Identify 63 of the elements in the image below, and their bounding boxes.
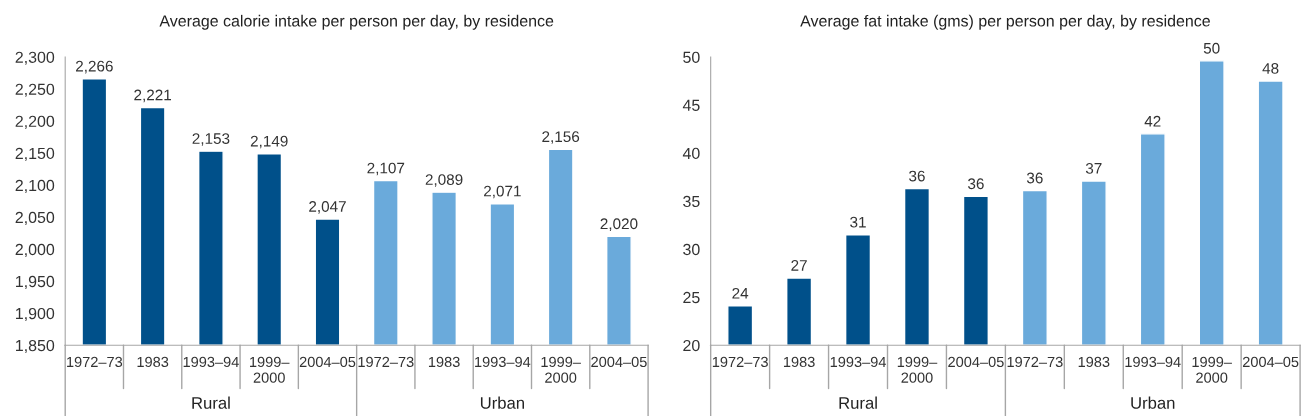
data-label: 36 bbox=[968, 178, 984, 190]
data-label: 27 bbox=[791, 260, 807, 271]
data-label: 24 bbox=[732, 287, 749, 299]
data-label: 50 bbox=[1203, 42, 1220, 54]
text: Urban bbox=[480, 396, 524, 409]
chart-title: Average fat intake (gms) per person per day, by residence bbox=[800, 14, 1210, 30]
data-label: 31 bbox=[850, 216, 866, 228]
text: Rural bbox=[839, 396, 877, 409]
data-label: 2,153 bbox=[192, 133, 230, 146]
chart-title: Average calorie intake per person per day, by residence bbox=[159, 14, 554, 30]
y-tick-label: 1,850 bbox=[16, 339, 55, 354]
y-tick-label: 2,250 bbox=[15, 83, 55, 97]
data-label: 36 bbox=[909, 170, 925, 182]
y-tick-label: 2,150 bbox=[15, 147, 55, 161]
y-tick-label: 35 bbox=[683, 195, 700, 208]
x-tick-label: 1983 bbox=[137, 356, 169, 368]
x-tick-label: 1999– 2000 bbox=[897, 356, 938, 383]
x-tick-label: 1993–94 bbox=[830, 356, 886, 368]
x-tick-label: 1993–94 bbox=[183, 356, 239, 368]
y-tick-label: 1,950 bbox=[16, 275, 55, 290]
data-label: 2,089 bbox=[425, 174, 463, 187]
y-tick-label: 30 bbox=[683, 243, 700, 256]
x-tick-label: 1983 bbox=[1078, 356, 1110, 368]
x-tick-label: 1999– 2000 bbox=[541, 356, 581, 383]
y-tick-label: 2,050 bbox=[15, 211, 55, 225]
data-label: 2,149 bbox=[250, 135, 288, 149]
data-label: 2,071 bbox=[484, 185, 521, 199]
x-tick-label: 1999– 2000 bbox=[250, 356, 290, 383]
y-tick-label: 45 bbox=[682, 99, 700, 111]
data-label: 2,020 bbox=[600, 218, 638, 231]
y-tick-label: 25 bbox=[683, 291, 700, 304]
x-tick-label: 1993–94 bbox=[1125, 356, 1181, 368]
y-tick-label: 50 bbox=[683, 51, 700, 63]
x-tick-label: 1972–73 bbox=[712, 356, 768, 368]
x-tick-label: 1999– 2000 bbox=[1192, 356, 1232, 383]
x-tick-label: 2004–05 bbox=[299, 356, 356, 368]
data-label: 48 bbox=[1262, 63, 1279, 74]
data-label: 2,156 bbox=[542, 131, 580, 144]
y-tick-label: 2,000 bbox=[15, 243, 55, 258]
y-tick-label: 2,300 bbox=[15, 51, 55, 65]
y-tick-label: 20 bbox=[683, 339, 700, 352]
x-tick-label: 2004–05 bbox=[948, 356, 1004, 368]
x-tick-label: 1972–73 bbox=[358, 356, 414, 368]
x-tick-label: 1972–73 bbox=[67, 356, 123, 368]
y-tick-label: 40 bbox=[682, 147, 700, 160]
text: Rural bbox=[192, 396, 230, 409]
y-tick-label: 1,900 bbox=[16, 307, 55, 322]
x-tick-label: 1983 bbox=[428, 356, 460, 368]
data-label: 2,047 bbox=[309, 201, 346, 214]
text: Urban bbox=[1131, 396, 1175, 409]
data-label: 42 bbox=[1144, 115, 1161, 127]
data-label: 2,107 bbox=[367, 162, 405, 176]
y-tick-label: 2,100 bbox=[15, 179, 55, 193]
data-label: 2,266 bbox=[76, 60, 113, 74]
x-tick-label: 1993–94 bbox=[475, 356, 531, 368]
x-tick-label: 1972–73 bbox=[1007, 356, 1063, 368]
x-tick-label: 2004–05 bbox=[1242, 356, 1299, 368]
data-label: 37 bbox=[1085, 162, 1102, 174]
data-label: 2,221 bbox=[134, 89, 172, 103]
x-tick-label: 2004–05 bbox=[591, 356, 647, 368]
x-tick-label: 1983 bbox=[783, 356, 815, 368]
data-label: 36 bbox=[1026, 172, 1043, 184]
y-tick-label: 2,200 bbox=[15, 115, 55, 129]
